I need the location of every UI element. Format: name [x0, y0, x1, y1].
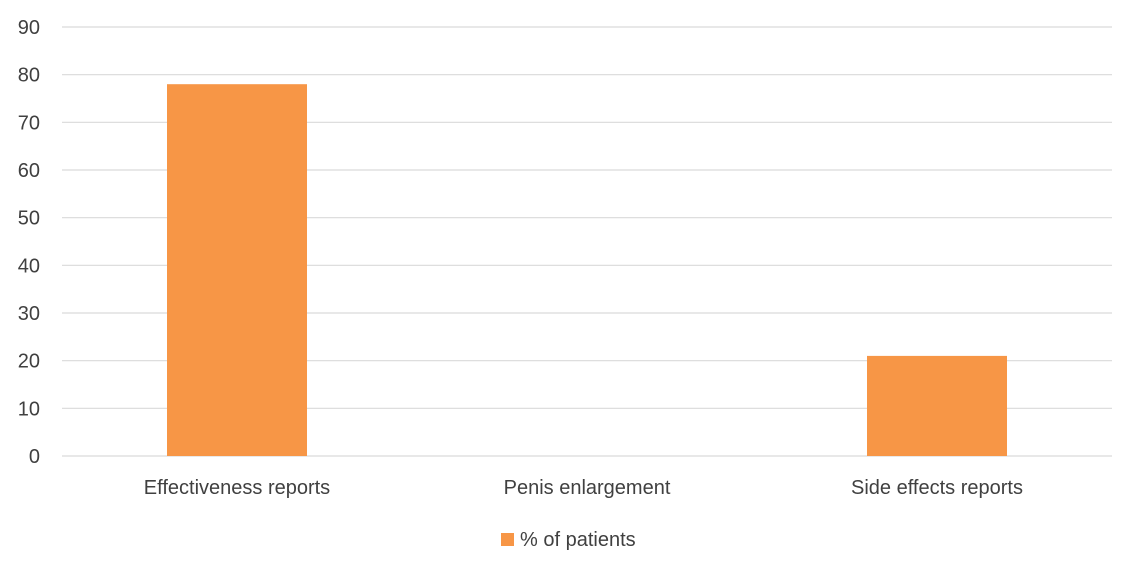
y-tick-label: 10	[18, 398, 40, 420]
bars	[167, 84, 1007, 456]
legend-label: % of patients	[520, 529, 636, 551]
x-axis-labels: Effectiveness reports Penis enlargement Si…	[144, 477, 1023, 499]
y-tick-label: 50	[18, 208, 40, 230]
x-category-label: Penis enlargement	[504, 477, 671, 499]
bar-effectiveness-reports	[167, 84, 307, 456]
y-tick-label: 90	[18, 17, 40, 39]
y-tick-label: 30	[18, 303, 40, 325]
y-tick-label: 0	[29, 446, 40, 468]
y-axis-ticks: 0 10 20 30 40 50 60 70 80 90	[18, 17, 40, 468]
y-tick-label: 20	[18, 351, 40, 373]
bar-side-effects-reports	[867, 355, 1007, 456]
y-tick-label: 40	[18, 255, 40, 277]
legend-swatch	[501, 533, 514, 546]
y-tick-label: 70	[18, 112, 40, 134]
legend: % of patients	[501, 529, 636, 551]
y-tick-label: 60	[18, 160, 40, 182]
x-category-label: Effectiveness reports	[144, 477, 330, 499]
x-category-label: Side effects reports	[851, 477, 1023, 499]
y-tick-label: 80	[18, 65, 40, 87]
